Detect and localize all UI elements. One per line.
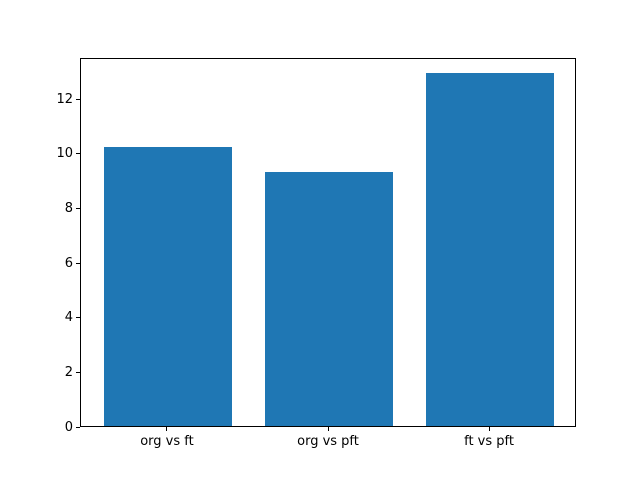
y-tick-mark [76, 153, 80, 155]
x-tick-mark [166, 427, 168, 431]
bar-org-vs-ft [103, 147, 233, 426]
y-tick-label: 2 [64, 364, 73, 380]
bar-ft-vs-pft [425, 73, 555, 426]
x-tick-label: ft vs pft [464, 434, 514, 449]
y-tick-mark [76, 317, 80, 319]
y-tick-mark [76, 262, 80, 264]
y-tick-mark [76, 98, 80, 100]
bar-org-vs-pft [264, 171, 394, 426]
axes-plot-area [80, 58, 576, 427]
y-tick-mark [76, 371, 80, 373]
y-tick-label: 10 [56, 146, 73, 162]
x-tick-mark [327, 427, 329, 431]
y-tick-mark [76, 207, 80, 209]
y-tick-mark [76, 426, 80, 428]
x-tick-mark [488, 427, 490, 431]
y-tick-label: 6 [64, 255, 73, 271]
y-tick-label: 0 [64, 419, 73, 435]
x-tick-label: org vs ft [140, 434, 194, 449]
y-tick-label: 8 [64, 200, 73, 216]
y-tick-label: 4 [64, 310, 73, 326]
y-tick-label: 12 [56, 91, 73, 107]
x-tick-label: org vs pft [297, 434, 359, 449]
